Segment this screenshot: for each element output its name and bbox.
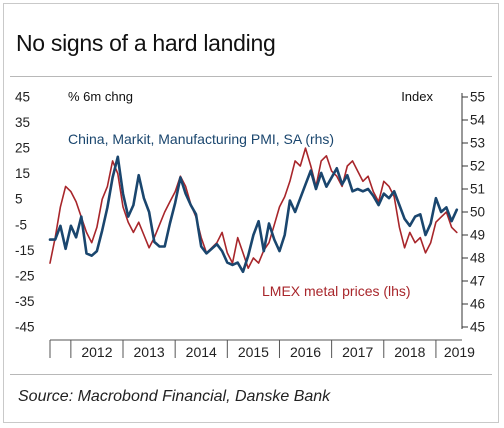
x-tick-label: 2015 [238, 344, 269, 360]
right-tick-label: 50 [470, 205, 485, 220]
right-tick-label: 45 [470, 320, 485, 335]
x-tick-label: 2012 [81, 344, 112, 360]
x-tick-label: 2014 [186, 344, 217, 360]
left-tick-label: -15 [15, 243, 35, 258]
legend-pmi-label: China, Markit, Manufacturing PMI, SA (rh… [68, 131, 334, 147]
x-tick-label: 2016 [290, 344, 321, 360]
left-tick-label: 15 [15, 166, 30, 181]
footer-divider [10, 374, 492, 375]
legend-lmex-label: LMEX metal prices (lhs) [262, 283, 411, 299]
x-tick-label: 2013 [134, 344, 165, 360]
left-tick-label: 5 [15, 192, 23, 207]
left-tick-label: 45 [15, 90, 30, 105]
left-axis-unit-label: % 6m chng [68, 89, 133, 104]
chart-title: No signs of a hard landing [16, 30, 276, 56]
left-tick-label: 35 [15, 115, 30, 130]
right-tick-label: 55 [470, 90, 485, 105]
source-note: Source: Macrobond Financial, Danske Bank [18, 388, 331, 405]
title-divider [10, 76, 492, 77]
right-tick-label: 49 [470, 228, 485, 243]
left-tick-label: -45 [15, 320, 35, 335]
right-tick-label: 54 [470, 113, 486, 128]
right-tick-label: 48 [470, 251, 485, 266]
right-tick-label: 47 [470, 274, 485, 289]
left-tick-label: -5 [15, 217, 27, 232]
right-tick-label: 53 [470, 136, 485, 151]
right-tick-label: 46 [470, 297, 485, 312]
left-tick-label: -35 [15, 294, 35, 309]
x-tick-label: 2018 [394, 344, 425, 360]
right-axis-unit-label: Index [401, 89, 433, 104]
right-tick-label: 52 [470, 159, 485, 174]
series-line-pmi [48, 155, 459, 274]
right-tick-label: 51 [470, 182, 485, 197]
chart-card: No signs of a hard landing Source: Macro… [3, 3, 499, 423]
x-tick-label: 2019 [444, 344, 475, 360]
left-tick-label: -25 [15, 268, 35, 283]
left-tick-label: 25 [15, 141, 30, 156]
series-line-lmex [49, 147, 458, 270]
x-tick-label: 2017 [342, 344, 373, 360]
